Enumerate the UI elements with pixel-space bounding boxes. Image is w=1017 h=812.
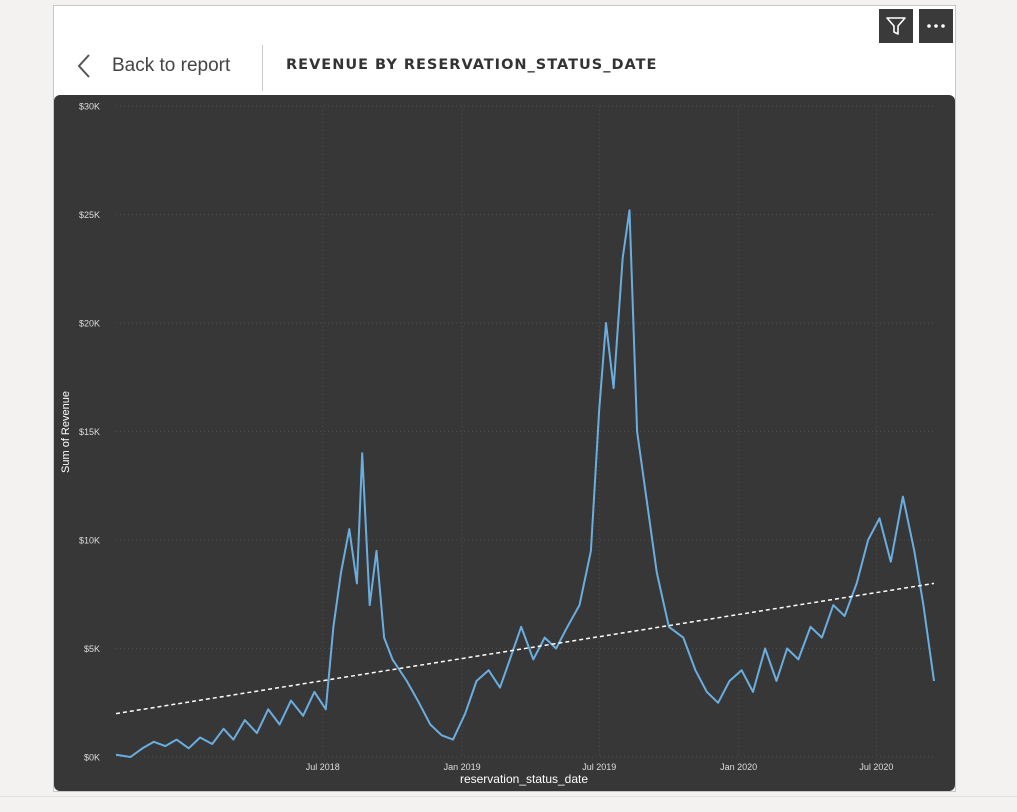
y-tick-label: $0K	[84, 753, 100, 763]
more-options-button[interactable]	[919, 9, 953, 43]
x-axis-ticks: Jul 2018 Jan 2019 Jul 2019 Jan 2020 Jul 2020	[306, 762, 894, 772]
trend-line	[115, 582, 935, 715]
filter-button[interactable]	[879, 9, 913, 43]
visual-title: REVENUE BY RESERVATION_STATUS_DATE	[286, 57, 658, 73]
chevron-left-icon	[77, 54, 90, 78]
more-options-icon	[927, 24, 945, 28]
focus-mode-frame: Back to report REVENUE BY RESERVATION_ST…	[53, 5, 956, 792]
revenue-line-chart[interactable]: $0K $5K $10K $15K $20K $25K $30K Jul 2018 Jan 2…	[54, 95, 955, 791]
x-tick-label: Jul 2018	[306, 762, 340, 772]
x-axis-title: reservation_status_date	[460, 772, 588, 786]
back-to-report-label: Back to report	[112, 55, 231, 76]
x-tick-label: Jan 2020	[720, 762, 757, 772]
y-axis-ticks: $0K $5K $10K $15K $20K $25K $30K	[79, 102, 100, 763]
chart-grid	[116, 105, 934, 758]
back-to-report-button[interactable]: Back to report	[76, 44, 230, 88]
filter-icon	[886, 17, 906, 35]
x-tick-label: Jul 2019	[582, 762, 616, 772]
y-tick-label: $5K	[84, 644, 100, 654]
y-tick-label: $25K	[79, 210, 100, 220]
x-tick-label: Jan 2019	[444, 762, 481, 772]
y-tick-label: $10K	[79, 536, 100, 546]
y-axis-title: Sum of Revenue	[60, 391, 72, 473]
revenue-series-line	[115, 209, 935, 758]
header-divider	[262, 45, 263, 91]
y-tick-label: $15K	[79, 427, 100, 437]
page-bottom-bar	[0, 796, 1017, 812]
y-tick-label: $30K	[79, 102, 100, 112]
y-tick-label: $20K	[79, 319, 100, 329]
x-tick-label: Jul 2020	[859, 762, 893, 772]
chart-area: $0K $5K $10K $15K $20K $25K $30K Jul 2018 Jan 2…	[54, 95, 955, 791]
